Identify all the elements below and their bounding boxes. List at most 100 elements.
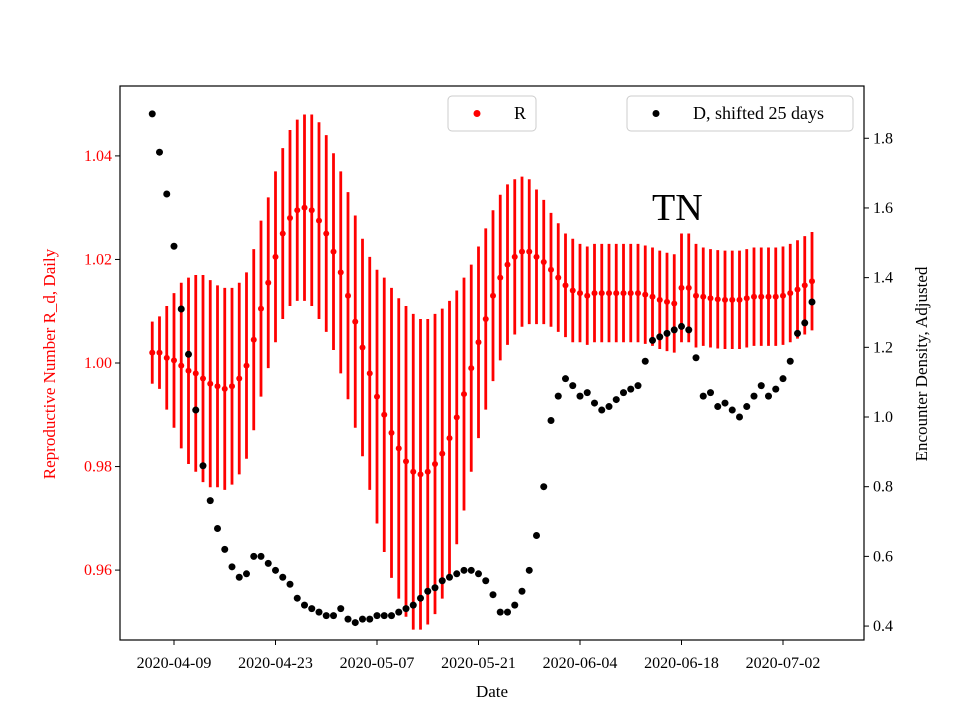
d-point [699, 392, 707, 400]
legend-r-box [447, 95, 537, 132]
d-point [206, 497, 214, 505]
d-point [156, 148, 163, 156]
d-point [540, 483, 548, 491]
r-point [243, 362, 250, 369]
d-point [779, 375, 787, 383]
d-point [301, 601, 308, 609]
d-point [315, 608, 323, 616]
r-point [722, 296, 728, 303]
d-point [576, 392, 584, 400]
legend-r-label: R [514, 103, 526, 123]
r-point [606, 290, 612, 297]
r-point [221, 385, 228, 392]
r-point [548, 266, 554, 273]
r-point [678, 284, 685, 291]
d-point [351, 619, 359, 627]
d-point [192, 406, 200, 414]
d-point [243, 570, 250, 578]
d-point [750, 392, 758, 400]
r-point [192, 370, 199, 377]
r-point [526, 248, 533, 255]
d-point [395, 608, 403, 616]
x-tick-label: 2020-05-21 [441, 655, 516, 672]
r-point [395, 445, 402, 452]
r-point [345, 292, 351, 299]
d-point [221, 545, 229, 553]
r-point [301, 204, 308, 211]
d-point [736, 413, 743, 421]
r-point [613, 290, 620, 297]
d-point [170, 242, 178, 250]
y-left-tick-label: 1.00 [84, 355, 112, 372]
r-point [540, 259, 547, 266]
y-left-tick-label: 1.04 [84, 148, 112, 165]
r-point [453, 414, 460, 421]
r-point [229, 383, 235, 390]
r-point [671, 300, 678, 307]
r-point [533, 253, 540, 260]
y-right-tick-label: 1.0 [873, 409, 893, 426]
legend-d-label: D, shifted 25 days [693, 103, 824, 123]
d-point [663, 329, 671, 337]
d-point [728, 406, 736, 414]
legend-r: R [447, 95, 537, 132]
r-point [620, 290, 627, 297]
y-right-tick-label: 1.8 [873, 130, 893, 147]
r-point [352, 318, 359, 325]
d-point [786, 357, 794, 365]
d-point [554, 392, 562, 400]
d-point [228, 563, 236, 571]
r-point [359, 344, 366, 351]
d-point [496, 608, 504, 616]
d-point [591, 399, 598, 407]
d-point [431, 584, 439, 592]
d-point [337, 605, 345, 613]
d-point [482, 577, 490, 585]
x-tick-label: 2020-06-04 [543, 655, 618, 672]
r-point [294, 207, 301, 214]
r-point [736, 296, 743, 303]
r-point [794, 286, 801, 293]
d-point [373, 612, 381, 620]
r-point [635, 290, 641, 297]
r-point [200, 375, 206, 382]
d-point [692, 354, 700, 362]
d-point [547, 416, 555, 424]
d-point [634, 382, 642, 390]
r-point [258, 305, 264, 312]
r-point [584, 292, 591, 299]
d-point [743, 403, 751, 411]
r-point [482, 315, 489, 322]
d-point [235, 573, 243, 581]
d-point [504, 608, 511, 616]
r-point [598, 290, 605, 297]
r-point [432, 460, 438, 467]
d-point [605, 403, 613, 411]
d-point [177, 305, 185, 313]
r-point [511, 253, 518, 260]
r-point [272, 253, 279, 260]
d-point [272, 566, 279, 574]
d-point [627, 385, 635, 393]
r-point [649, 293, 656, 300]
r-point [265, 279, 272, 286]
d-point [707, 389, 714, 397]
r-point [555, 274, 562, 281]
r-point [656, 296, 663, 303]
r-point [664, 298, 670, 305]
d-point [641, 357, 649, 365]
d-point [656, 333, 664, 341]
legend-d-box [626, 95, 854, 132]
d-point [199, 462, 207, 470]
d-point [250, 552, 258, 560]
d-point [330, 612, 337, 620]
d-point [322, 612, 330, 620]
y-right-tick-label: 1.6 [873, 200, 893, 217]
d-point [685, 326, 693, 334]
r-point [424, 468, 431, 475]
r-point [207, 380, 214, 387]
x-axis-label: Date [476, 682, 508, 701]
r-point [287, 215, 293, 222]
r-point [149, 349, 156, 356]
d-point [583, 389, 591, 397]
